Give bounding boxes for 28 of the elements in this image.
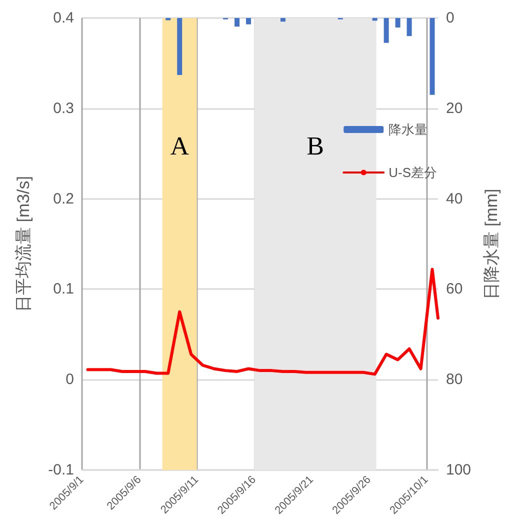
- bar: [372, 18, 378, 21]
- y2-tick-label: 100: [446, 462, 472, 478]
- y2-tick-label: 40: [446, 190, 463, 208]
- band-label: B: [306, 132, 324, 160]
- y2-axis-title: 日降水量 [mm]: [482, 188, 501, 300]
- band-label: A: [170, 132, 190, 160]
- y-tick-label: 0.2: [53, 190, 74, 208]
- bar: [384, 18, 389, 43]
- y2-tick-label: 20: [446, 100, 463, 117]
- y2-tick-label: 0: [446, 10, 454, 26]
- bar: [234, 18, 240, 27]
- bar: [246, 18, 252, 24]
- y-tick-label: 0: [66, 371, 74, 388]
- bar: [406, 18, 412, 36]
- bar: [280, 18, 286, 22]
- bar: [395, 18, 400, 28]
- y2-tick-label: 80: [446, 371, 463, 388]
- line-series: [86, 268, 440, 376]
- y-tick-label: -0.1: [48, 462, 74, 478]
- legend-label: 降水量: [388, 122, 428, 137]
- y-tick-label: 0.3: [53, 100, 74, 117]
- legend-label: U-S差分: [388, 165, 437, 180]
- bar: [430, 18, 435, 95]
- y-tick-label: 0.4: [53, 10, 74, 26]
- y-tick-label: 0.1: [53, 280, 74, 298]
- y-axis-title: 日平均流量 [m3/s]: [14, 176, 33, 312]
- bar: [177, 18, 182, 75]
- y2-tick-label: 60: [446, 280, 463, 298]
